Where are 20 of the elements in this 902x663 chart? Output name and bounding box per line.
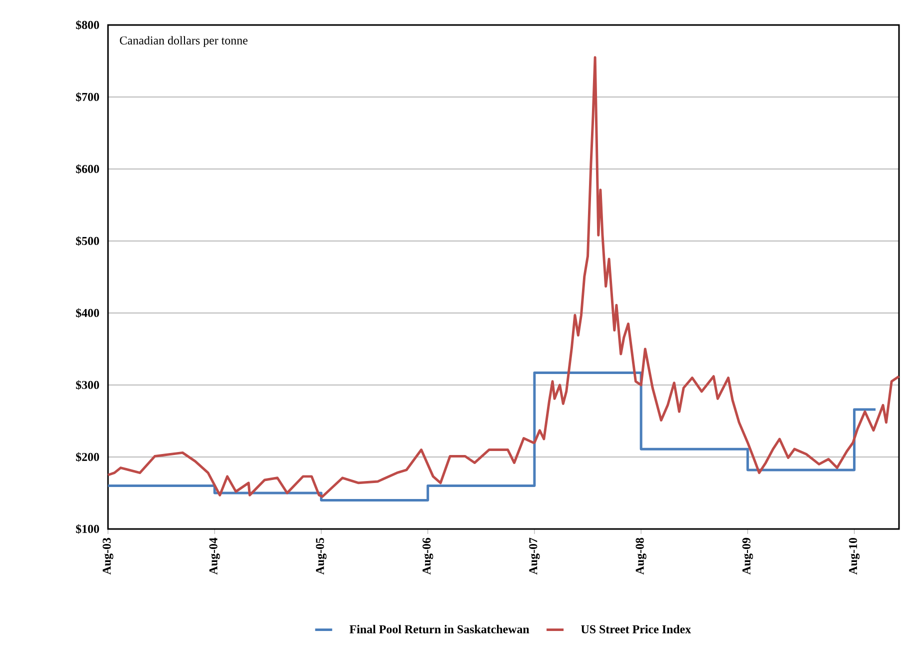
line-series <box>106 56 900 498</box>
legend-label: Final Pool Return in Saskatchewan <box>350 624 530 634</box>
x-tick-label: Aug-06 <box>422 538 434 575</box>
x-tick-label: Aug-03 <box>102 538 114 575</box>
x-tick-label: Aug-05 <box>316 538 327 575</box>
annotation: Canadian dollars per tonne <box>120 36 248 47</box>
y-tick-label: $500 <box>76 236 100 246</box>
x-tick-label: Aug-04 <box>209 538 220 575</box>
y-tick-label: $600 <box>76 164 100 174</box>
x-tick-label: Aug-10 <box>848 538 860 575</box>
legend-label: US Street Price Index <box>581 624 692 634</box>
x-tick-label: Aug-09 <box>742 538 753 575</box>
y-tick-label: $200 <box>76 452 100 462</box>
x-tick-label: Aug-08 <box>636 538 646 575</box>
y-tick-label: $300 <box>76 380 100 390</box>
y-tick-label: $100 <box>76 524 100 534</box>
y-tick-label: $800 <box>76 20 100 30</box>
y-tick-label: $400 <box>76 308 100 318</box>
x-tick-label: Aug-07 <box>529 538 540 575</box>
y-tick-label: $700 <box>76 92 100 102</box>
